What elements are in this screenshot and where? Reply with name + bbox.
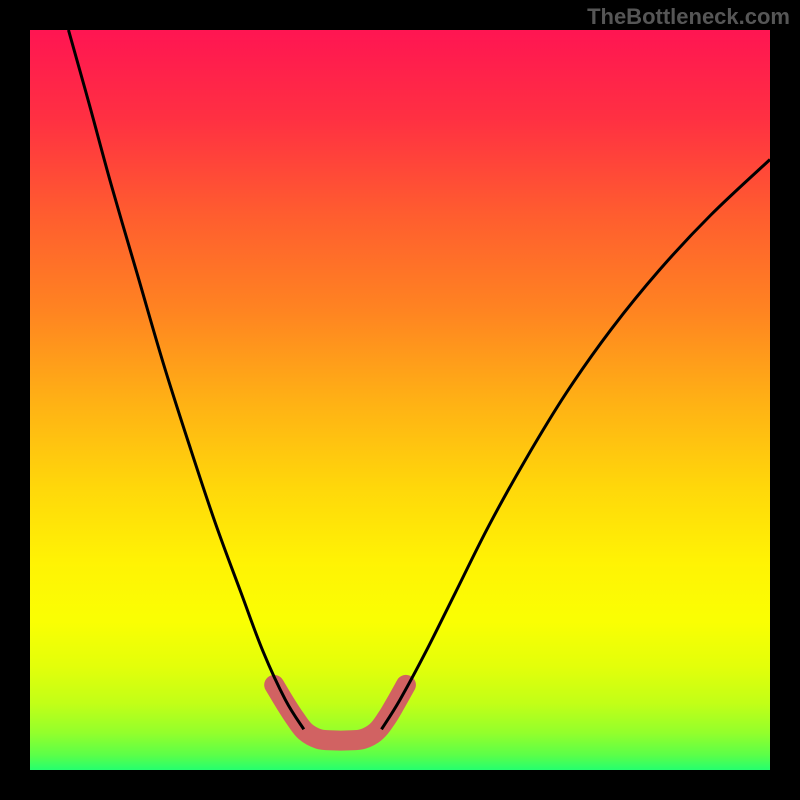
gradient-background bbox=[30, 30, 770, 770]
chart-svg bbox=[0, 0, 800, 800]
chart-root: TheBottleneck.com bbox=[0, 0, 800, 800]
watermark-text: TheBottleneck.com bbox=[587, 4, 790, 30]
